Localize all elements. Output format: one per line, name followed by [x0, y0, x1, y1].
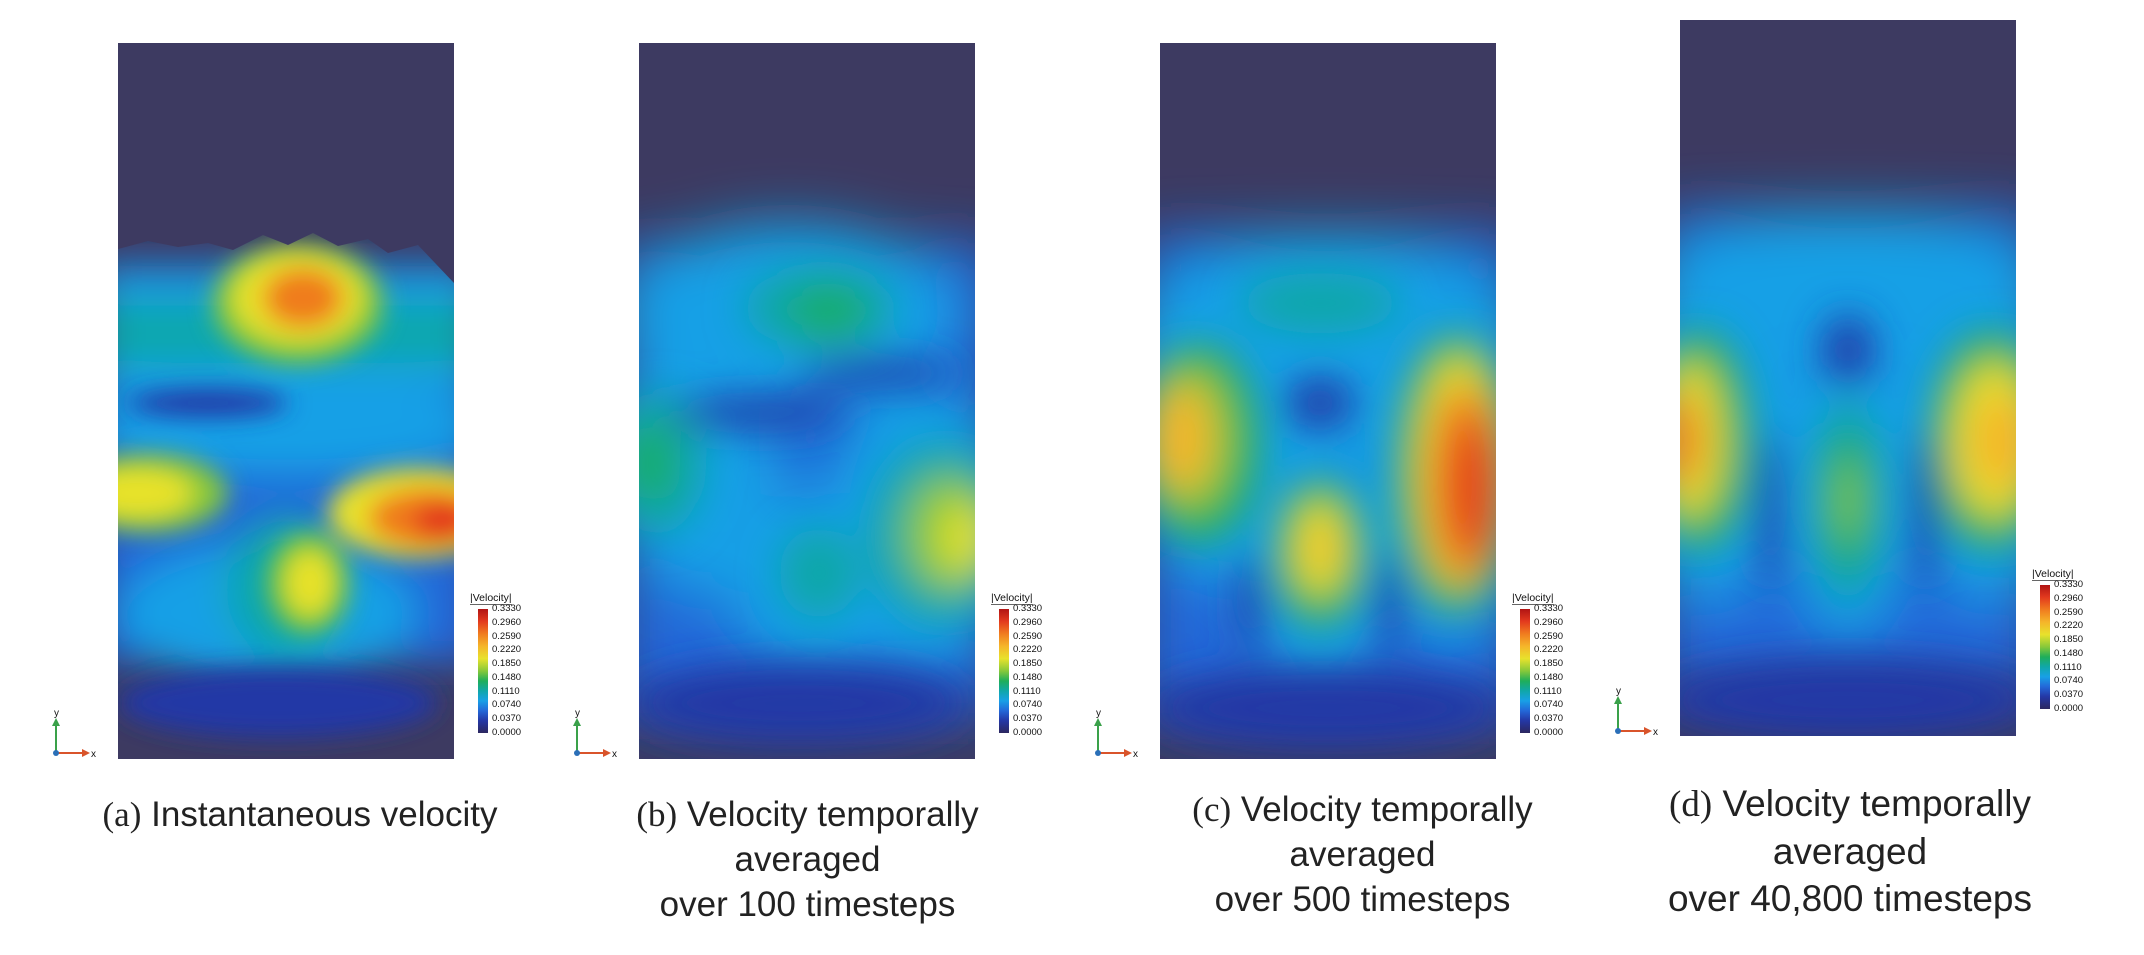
legend-tick-label: 0.1480 — [2054, 647, 2084, 659]
caption-line: Velocity temporally — [686, 795, 979, 834]
legend-tick-label: 0.2590 — [2054, 606, 2084, 618]
color-scale-bar — [1520, 609, 1530, 733]
axis-x-label: x — [1133, 749, 1138, 760]
legend-tick-label: 0.1480 — [1013, 671, 1043, 683]
legend-tick-label: 0.2960 — [2054, 592, 2084, 604]
legend-tick-label: 0.1110 — [492, 685, 520, 697]
caption-line: averaged — [1772, 831, 1928, 872]
legend-title: |Velocity| — [1512, 592, 1554, 605]
caption-line: Instantaneous velocity — [151, 795, 498, 834]
legend-tick-label: 0.0370 — [1534, 713, 1564, 725]
axis-triad-icon: y x — [1094, 708, 1138, 760]
legend-tick-label: 0.0000 — [2054, 703, 2084, 714]
legend-tick-label: 0.0000 — [492, 727, 522, 738]
caption-a: (a) Instantaneous velocity — [40, 792, 560, 837]
legend-tick-label: 0.0370 — [492, 713, 522, 725]
caption-d: (d) Velocity temporally averaged over 40… — [1615, 780, 2085, 922]
caption-b: (b) Velocity temporally averaged over 10… — [575, 792, 1040, 927]
legend-tick-label: 0.3330 — [492, 603, 522, 614]
caption-c: (c) Velocity temporally averaged over 50… — [1130, 787, 1595, 922]
axis-triad-icon: y x — [573, 708, 617, 760]
caption-line: Velocity temporally — [1722, 783, 2031, 824]
axis-triad-icon: y x — [1614, 686, 1658, 738]
legend-tick-label: 0.2960 — [1013, 616, 1043, 628]
caption-letter: (a) — [102, 795, 142, 834]
legend-b: |Velocity| 0.3330 0.2960 0.2590 0.2220 0.185… — [991, 592, 1071, 742]
legend-tick-label: 0.3330 — [2054, 579, 2084, 590]
axis-y-label: y — [1096, 708, 1101, 719]
legend-tick-label: 0.0740 — [1013, 699, 1043, 711]
legend-tick-label: 0.1110 — [1534, 685, 1562, 697]
legend-c: |Velocity| 0.3330 0.2960 0.2590 0.2220 0.185… — [1512, 592, 1592, 742]
caption-letter: (d) — [1669, 784, 1713, 825]
legend-d: |Velocity| 0.3330 0.2960 0.2590 0.2220 0.185… — [2032, 568, 2112, 718]
caption-line: Velocity temporally — [1240, 790, 1533, 829]
axis-triad-icon: y x — [52, 708, 96, 760]
legend-tick-label: 0.1850 — [2054, 634, 2084, 646]
legend-tick-label: 0.1480 — [492, 671, 522, 683]
legend-tick-label: 0.1850 — [1013, 658, 1043, 670]
axis-y-label: y — [54, 708, 59, 719]
color-scale-bar — [999, 609, 1009, 733]
legend-tick-label: 0.2590 — [1013, 630, 1043, 642]
legend-tick-label: 0.0000 — [1534, 727, 1564, 738]
legend-a: |Velocity| 0.3330 0.2960 0.2590 0.2220 0.185… — [470, 592, 550, 742]
legend-title: |Velocity| — [470, 592, 512, 605]
caption-line: averaged — [1289, 835, 1436, 874]
legend-tick-label: 0.2960 — [1534, 616, 1564, 628]
axis-y-label: y — [575, 708, 580, 719]
legend-tick-label: 0.1110 — [2054, 661, 2082, 673]
legend-tick-label: 0.0000 — [1013, 727, 1043, 738]
axis-x-label: x — [91, 749, 96, 760]
caption-line: over 40,800 timesteps — [1667, 878, 2033, 919]
legend-tick-label: 0.2590 — [492, 630, 522, 642]
legend-tick-label: 0.3330 — [1013, 603, 1043, 614]
caption-line: averaged — [734, 840, 881, 879]
axis-x-label: x — [1653, 727, 1658, 738]
legend-title: |Velocity| — [991, 592, 1033, 605]
color-scale-bar — [2040, 585, 2050, 709]
legend-tick-label: 0.0740 — [2054, 675, 2084, 687]
legend-tick-label: 0.0740 — [492, 699, 522, 711]
velocity-field-d — [1680, 20, 2016, 736]
velocity-field-a — [118, 43, 454, 759]
caption-letter: (c) — [1192, 790, 1232, 829]
legend-tick-label: 0.2220 — [492, 644, 522, 656]
legend-tick-label: 0.0740 — [1534, 699, 1564, 711]
axis-y-label: y — [1616, 686, 1621, 697]
color-scale-bar — [478, 609, 488, 733]
legend-tick-label: 0.1850 — [492, 658, 522, 670]
legend-tick-label: 0.2590 — [1534, 630, 1564, 642]
velocity-field-c — [1160, 43, 1496, 759]
axis-x-label: x — [612, 749, 617, 760]
legend-tick-label: 0.2960 — [492, 616, 522, 628]
caption-letter: (b) — [636, 795, 678, 834]
legend-tick-label: 0.1850 — [1534, 658, 1564, 670]
legend-tick-label: 0.0370 — [1013, 713, 1043, 725]
legend-title: |Velocity| — [2032, 568, 2074, 581]
legend-tick-label: 0.2220 — [2054, 620, 2084, 632]
caption-line: over 500 timesteps — [1214, 880, 1511, 919]
legend-tick-label: 0.3330 — [1534, 603, 1564, 614]
legend-tick-label: 0.1110 — [1013, 685, 1041, 697]
caption-line: over 100 timesteps — [659, 885, 956, 924]
legend-tick-label: 0.0370 — [2054, 689, 2084, 701]
legend-tick-label: 0.2220 — [1013, 644, 1043, 656]
legend-tick-label: 0.2220 — [1534, 644, 1564, 656]
velocity-field-b — [639, 43, 975, 759]
legend-tick-label: 0.1480 — [1534, 671, 1564, 683]
